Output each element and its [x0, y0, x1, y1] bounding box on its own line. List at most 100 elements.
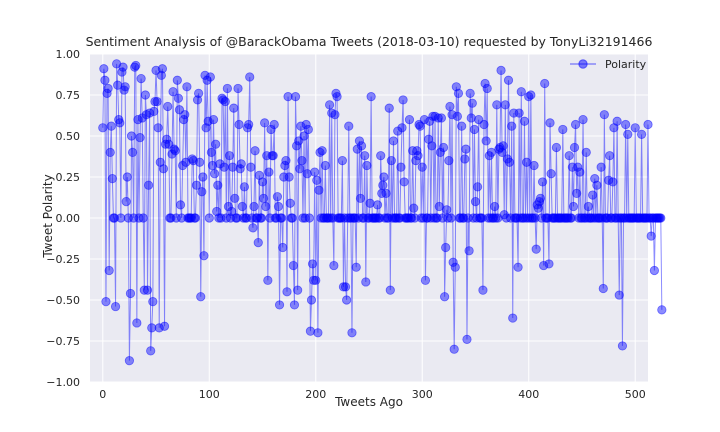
- data-point: [596, 162, 606, 172]
- data-point: [399, 177, 409, 187]
- data-point: [457, 121, 467, 131]
- data-point: [573, 162, 583, 172]
- data-point: [118, 62, 128, 72]
- data-point: [444, 156, 454, 166]
- data-point: [216, 213, 226, 223]
- data-point: [434, 201, 444, 212]
- data-point: [154, 323, 164, 333]
- data-point: [157, 64, 168, 74]
- data-point: [209, 169, 220, 179]
- data-point: [568, 201, 579, 212]
- data-point: [142, 285, 153, 295]
- data-point: [378, 180, 388, 190]
- series-points-group: [98, 59, 667, 366]
- data-point: [443, 213, 453, 223]
- data-point: [340, 282, 351, 292]
- data-point: [191, 180, 202, 190]
- data-point: [396, 162, 406, 172]
- data-point: [598, 283, 608, 294]
- data-point: [529, 160, 539, 171]
- data-point: [595, 213, 605, 223]
- data-point: [467, 98, 477, 108]
- data-point: [575, 167, 585, 177]
- data-point: [314, 185, 324, 195]
- data-point: [171, 213, 181, 223]
- data-point: [332, 92, 342, 102]
- data-point: [569, 142, 580, 153]
- data-point: [588, 190, 598, 200]
- data-point: [306, 295, 317, 305]
- data-point: [540, 78, 550, 89]
- data-point: [365, 198, 375, 208]
- data-point: [498, 141, 508, 151]
- data-point: [478, 285, 488, 295]
- x-tick-label: 400: [518, 388, 539, 401]
- data-point: [168, 87, 178, 97]
- data-point: [503, 75, 514, 85]
- data-point: [461, 144, 471, 154]
- data-point: [544, 259, 554, 269]
- data-point: [233, 83, 243, 94]
- data-point: [397, 123, 407, 133]
- legend-label: Polarity: [605, 58, 647, 71]
- data-point: [214, 213, 224, 223]
- data-point: [224, 151, 235, 161]
- data-point: [445, 101, 455, 112]
- data-point: [285, 198, 295, 208]
- data-point: [150, 96, 160, 107]
- data-point: [279, 172, 289, 182]
- data-point: [153, 123, 163, 133]
- data-point: [246, 162, 256, 172]
- data-point: [347, 328, 357, 338]
- data-point: [299, 131, 309, 141]
- data-point: [173, 93, 183, 103]
- data-point: [289, 300, 300, 310]
- gridlines: [90, 53, 648, 383]
- data-point: [106, 121, 116, 131]
- data-point: [630, 123, 640, 133]
- data-point: [223, 201, 234, 212]
- data-point: [230, 193, 240, 203]
- data-point: [539, 260, 549, 271]
- data-point: [563, 213, 573, 223]
- data-point: [384, 103, 394, 113]
- data-point: [197, 187, 207, 197]
- data-point: [273, 201, 284, 212]
- data-point: [438, 142, 449, 153]
- data-point: [116, 213, 126, 223]
- data-point: [121, 197, 131, 207]
- data-point: [516, 87, 526, 97]
- data-point: [219, 162, 229, 172]
- data-point: [250, 146, 260, 156]
- data-point: [293, 285, 303, 295]
- data-point: [386, 156, 396, 166]
- data-point: [514, 108, 524, 118]
- data-point: [288, 260, 298, 271]
- data-point: [442, 205, 452, 215]
- data-point: [237, 201, 247, 212]
- data-point: [190, 213, 201, 223]
- data-point: [519, 116, 530, 126]
- data-point: [545, 118, 555, 128]
- x-axis-title: Tweets Ago: [334, 395, 403, 409]
- data-point: [415, 121, 425, 131]
- data-point: [310, 167, 320, 177]
- data-point: [200, 70, 210, 80]
- data-point: [436, 113, 447, 123]
- data-point: [158, 164, 169, 174]
- data-point: [379, 172, 389, 182]
- data-point: [433, 113, 443, 123]
- data-point: [473, 182, 483, 192]
- data-point: [649, 265, 659, 276]
- data-point: [199, 251, 209, 261]
- data-point: [148, 297, 158, 307]
- y-tick-label: 0.50: [56, 130, 81, 143]
- data-point: [355, 193, 366, 203]
- data-point: [496, 65, 506, 76]
- data-point: [132, 318, 142, 328]
- data-point: [120, 82, 130, 92]
- data-point: [612, 116, 622, 126]
- data-point: [227, 206, 237, 217]
- data-point: [417, 162, 427, 172]
- y-axis-ticks: −1.00 −0.75 −0.50 −0.25 0.00 0.25 0.50 0.75 1.00: [46, 48, 80, 389]
